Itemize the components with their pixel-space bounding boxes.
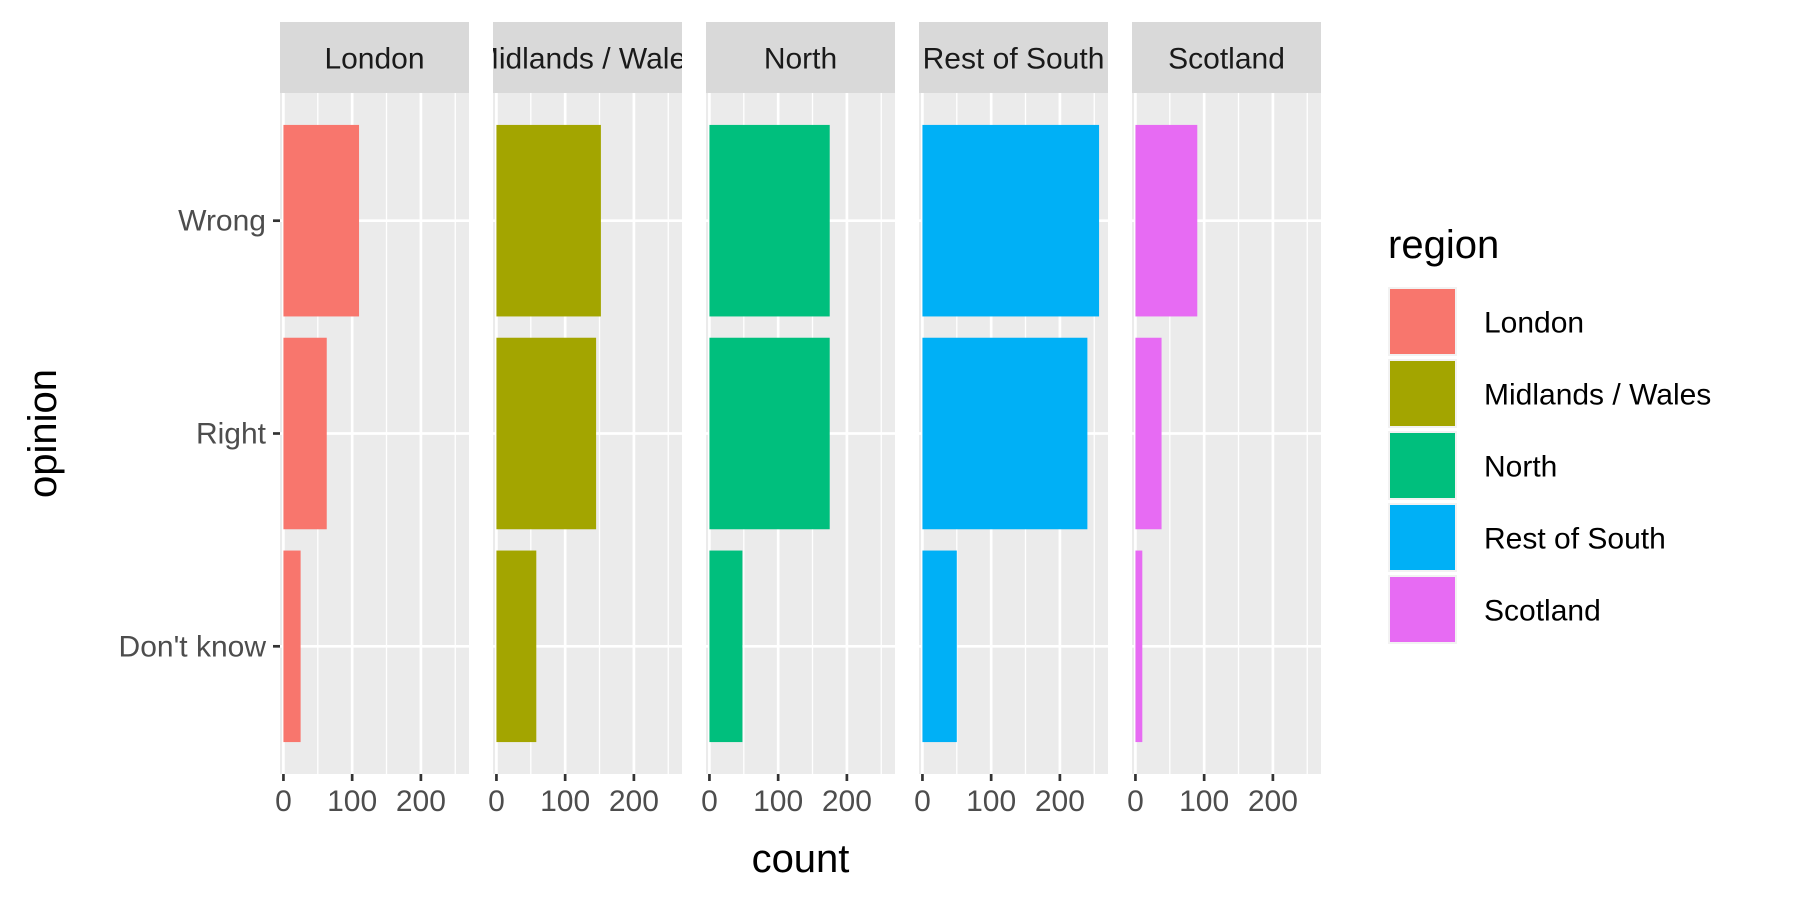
x-tick-label: 200 — [822, 785, 872, 818]
bar-scotland-right — [1135, 337, 1162, 530]
facet-panel-midlands-wales: Midlands / Wales 0 100 200 — [474, 22, 701, 818]
legend-key-scotland — [1390, 577, 1455, 642]
legend-key-north — [1390, 433, 1455, 498]
x-tick-label: 100 — [327, 785, 377, 818]
x-axis-title: count — [752, 837, 850, 881]
bar-london-wrong — [283, 124, 360, 317]
legend-key-london — [1390, 289, 1455, 354]
bar-rest-of-south-don-t-know — [922, 550, 957, 743]
bar-london-right — [283, 337, 327, 530]
bar-north-don-t-know — [709, 550, 743, 743]
facet-strip — [493, 22, 682, 93]
bar-rest-of-south-right — [922, 337, 1088, 530]
legend-label-rest-of-south: Rest of South — [1484, 523, 1666, 556]
x-tick-label: 100 — [753, 785, 803, 818]
x-tick-label: 100 — [540, 785, 590, 818]
y-tick-label: Don't know — [119, 630, 267, 663]
x-tick-label: 0 — [701, 785, 718, 818]
facet-strip-label: North — [764, 43, 837, 76]
x-tick-label: 0 — [488, 785, 505, 818]
legend-label-london: London — [1484, 307, 1584, 340]
bar-north-right — [709, 337, 830, 530]
facet-strip — [919, 22, 1108, 93]
x-tick-label: 200 — [396, 785, 446, 818]
bar-rest-of-south-wrong — [922, 124, 1100, 317]
bar-midlands-wales-wrong — [496, 124, 601, 317]
y-tick-label: Right — [196, 418, 267, 451]
legend-label-midlands-wales: Midlands / Wales — [1484, 379, 1711, 412]
x-tick-label: 0 — [1127, 785, 1144, 818]
facet-panel-rest-of-south: Rest of South 0 100 200 — [914, 22, 1108, 818]
bar-midlands-wales-don-t-know — [496, 550, 537, 743]
facet-strip-label: Scotland — [1168, 43, 1285, 76]
facet-strip-label: London — [324, 43, 424, 76]
bar-scotland-wrong — [1135, 124, 1198, 317]
bar-north-wrong — [709, 124, 830, 317]
legend-label-north: North — [1484, 451, 1557, 484]
y-tick-label: Wrong — [178, 205, 266, 238]
x-tick-label: 0 — [275, 785, 292, 818]
legend-label-scotland: Scotland — [1484, 595, 1601, 628]
bar-london-don-t-know — [283, 550, 301, 743]
x-tick-label: 200 — [609, 785, 659, 818]
y-axis: Wrong Right Don't know — [119, 205, 280, 663]
facet-strip — [706, 22, 895, 93]
legend-key-rest-of-south — [1390, 505, 1455, 570]
x-tick-label: 100 — [1179, 785, 1229, 818]
legend-title: region — [1388, 223, 1499, 267]
x-tick-label: 100 — [966, 785, 1016, 818]
x-tick-label: 0 — [914, 785, 931, 818]
x-tick-label: 200 — [1035, 785, 1085, 818]
bar-midlands-wales-right — [496, 337, 597, 530]
bar-scotland-don-t-know — [1135, 550, 1143, 743]
facet-panel-north: North 0 100 200 — [701, 22, 895, 818]
legend: region London Midlands / Wales North Rest o… — [1388, 223, 1711, 644]
facet-strip-label: Midlands / Wales — [474, 43, 701, 76]
x-tick-label: 200 — [1248, 785, 1298, 818]
y-axis-title: opinion — [21, 369, 65, 498]
facet-panel-london: London 0 100 200 — [275, 22, 469, 818]
legend-key-midlands-wales — [1390, 361, 1455, 426]
facet-strip — [1132, 22, 1321, 93]
facet-panel-scotland: Scotland 0 100 200 — [1127, 22, 1321, 818]
facet-strip — [280, 22, 469, 93]
facet-strip-label: Rest of South — [923, 43, 1105, 76]
